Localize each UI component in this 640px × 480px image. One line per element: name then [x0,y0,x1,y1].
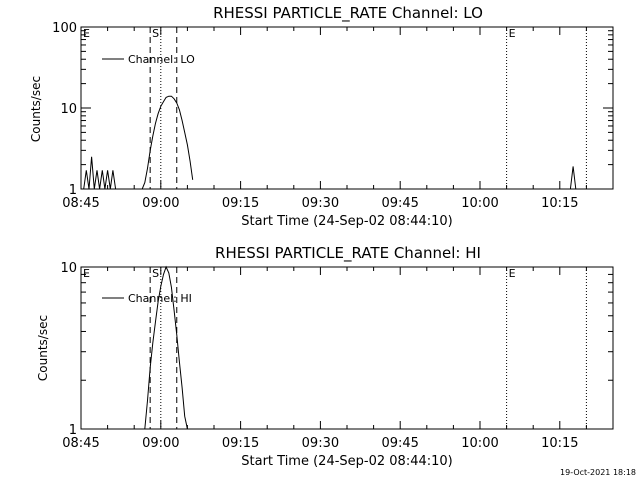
y-tick-label-hi-1: 10 [60,261,77,276]
axes-hi: 08:45 09:00 09:15 09:30 09:45 10:00 10:15 1 10 [60,261,613,451]
marker-label-hi-4: E [509,267,516,280]
x-axis-label-hi: Start Time (24-Sep-02 08:44:10) [241,454,452,469]
legend-hi: Channel: HI [102,292,192,305]
marker-label-lo-1: S [152,27,159,40]
x-tick-label-lo-3: 09:30 [302,196,339,211]
panel-hi: RHESSI PARTICLE_RATE Channel: HI Counts/… [36,244,614,469]
y-axis-label-lo: Counts/sec [29,76,43,142]
date-stamp: 19-Oct-2021 18:18 [560,468,636,477]
y-tick-label-lo-1: 10 [60,102,77,117]
panel-lo: RHESSI PARTICLE_RATE Channel: LO Counts/… [29,4,614,229]
y-tick-label-lo-2: 100 [52,21,77,36]
marker-label-hi-0: E [83,267,90,280]
legend-label-lo: Channel: LO [128,53,195,66]
x-tick-label-lo-5: 10:00 [461,196,498,211]
y-axis-label-hi: Counts/sec [36,315,50,381]
x-axis-label-lo: Start Time (24-Sep-02 08:44:10) [241,214,452,229]
x-tick-label-hi-4: 09:45 [381,436,418,451]
x-tick-label-lo-0: 08:45 [62,196,99,211]
chart-title-lo: RHESSI PARTICLE_RATE Channel: LO [213,4,483,23]
x-tick-label-lo-6: 10:15 [541,196,578,211]
x-tick-label-hi-3: 09:30 [302,436,339,451]
y-tick-label-hi-0: 1 [69,423,77,438]
chart-title-hi: RHESSI PARTICLE_RATE Channel: HI [215,244,481,263]
legend-label-hi: Channel: HI [128,292,192,305]
series-lo [80,95,577,190]
x-tick-label-hi-5: 10:00 [461,436,498,451]
x-tick-label-lo-4: 09:45 [381,196,418,211]
x-tick-label-lo-1: 09:00 [142,196,179,211]
marker-label-lo-4: E [509,27,516,40]
series-hi [144,265,188,430]
x-tick-label-hi-0: 08:45 [62,436,99,451]
legend-lo: Channel: LO [102,53,195,66]
axes-lo: 08:45 09:00 09:15 09:30 09:45 10:00 10:15 1 10 10… [52,21,613,211]
marker-label-lo-0: E [83,27,90,40]
x-tick-label-hi-2: 09:15 [222,436,259,451]
marker-label-hi-1: S [152,267,159,280]
x-tick-label-lo-2: 09:15 [222,196,259,211]
x-tick-label-hi-6: 10:15 [541,436,578,451]
y-tick-label-lo-0: 1 [69,183,77,198]
x-tick-label-hi-1: 09:00 [142,436,179,451]
